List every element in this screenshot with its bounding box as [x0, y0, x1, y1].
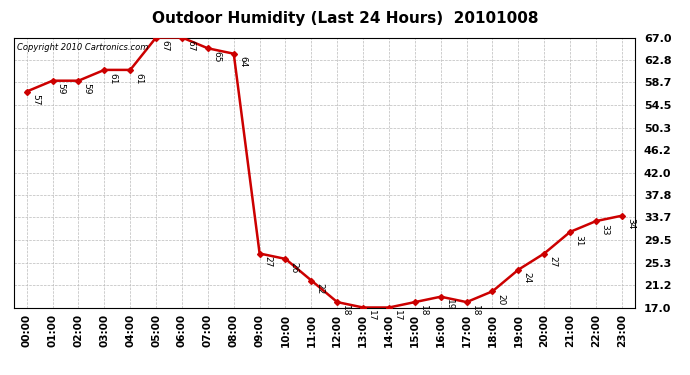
Text: 20: 20 [497, 294, 506, 306]
Text: 34: 34 [626, 219, 635, 230]
Text: 18: 18 [419, 305, 428, 316]
Text: Outdoor Humidity (Last 24 Hours)  20101008: Outdoor Humidity (Last 24 Hours) 2010100… [152, 11, 538, 26]
Text: 17: 17 [393, 310, 402, 322]
Text: 59: 59 [57, 84, 66, 95]
Text: 33: 33 [600, 224, 609, 236]
Text: 18: 18 [342, 305, 351, 316]
Text: 19: 19 [445, 300, 454, 311]
Text: 57: 57 [31, 94, 40, 106]
Text: 18: 18 [471, 305, 480, 316]
Text: 22: 22 [315, 283, 324, 294]
Text: 64: 64 [238, 57, 247, 68]
Text: 61: 61 [135, 73, 144, 84]
Text: 67: 67 [160, 40, 169, 52]
Text: 61: 61 [108, 73, 117, 84]
Text: 65: 65 [212, 51, 221, 63]
Text: 24: 24 [522, 273, 531, 284]
Text: 27: 27 [549, 256, 558, 268]
Text: 17: 17 [367, 310, 376, 322]
Text: 26: 26 [290, 262, 299, 273]
Text: 67: 67 [186, 40, 195, 52]
Text: Copyright 2010 Cartronics.com: Copyright 2010 Cartronics.com [17, 43, 148, 52]
Text: 59: 59 [83, 84, 92, 95]
Text: 31: 31 [574, 235, 583, 246]
Text: 27: 27 [264, 256, 273, 268]
